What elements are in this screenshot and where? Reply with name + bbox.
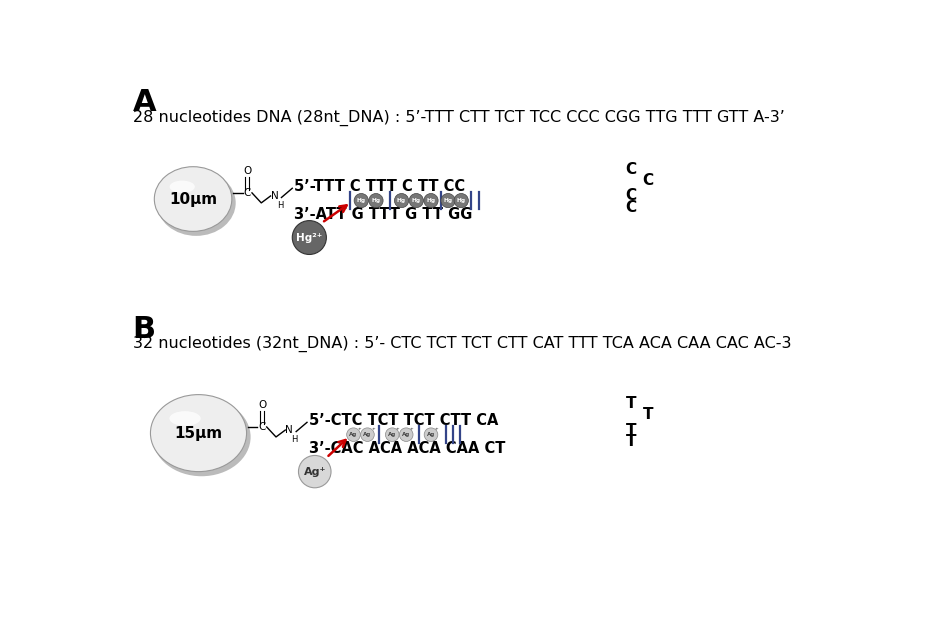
Text: T: T bbox=[625, 434, 636, 449]
Text: C: C bbox=[243, 188, 251, 198]
Text: +: + bbox=[365, 191, 369, 197]
Circle shape bbox=[441, 193, 455, 208]
Text: N: N bbox=[271, 191, 278, 201]
Text: Hg²⁺: Hg²⁺ bbox=[296, 233, 322, 243]
Ellipse shape bbox=[169, 411, 200, 426]
Text: +: + bbox=[451, 191, 456, 197]
Text: 15μm: 15μm bbox=[174, 425, 223, 441]
Text: +: + bbox=[396, 427, 399, 430]
Text: 3’-ATT G TTT G TT GG: 3’-ATT G TTT G TT GG bbox=[294, 207, 472, 222]
Text: Ag: Ag bbox=[427, 432, 434, 437]
Text: 10μm: 10μm bbox=[168, 191, 217, 207]
Text: Ag: Ag bbox=[363, 432, 372, 437]
Text: +: + bbox=[357, 427, 360, 430]
Circle shape bbox=[409, 193, 423, 208]
Text: H: H bbox=[291, 435, 298, 444]
Text: 5’-TTT C TTT C TT CC: 5’-TTT C TTT C TT CC bbox=[294, 179, 464, 194]
Text: Hg: Hg bbox=[371, 198, 380, 203]
Text: Hg: Hg bbox=[426, 198, 435, 203]
Text: 28 nucleotides DNA (28nt_DNA) : 5’-TTT CTT TCT TCC CCC CGG TTG TTT GTT A-3’: 28 nucleotides DNA (28nt_DNA) : 5’-TTT C… bbox=[133, 110, 783, 126]
Circle shape bbox=[292, 221, 326, 255]
Text: Hg: Hg bbox=[443, 198, 452, 203]
Text: T: T bbox=[643, 407, 653, 422]
Ellipse shape bbox=[156, 170, 236, 236]
Text: C: C bbox=[258, 422, 266, 432]
Text: Hg: Hg bbox=[397, 198, 405, 203]
Text: C: C bbox=[625, 200, 636, 215]
Text: A: A bbox=[133, 88, 156, 117]
Text: 3’-CAC ACA ACA CAA CT: 3’-CAC ACA ACA CAA CT bbox=[308, 441, 505, 456]
Circle shape bbox=[346, 428, 360, 441]
Text: C: C bbox=[625, 162, 636, 178]
Text: H: H bbox=[276, 200, 283, 210]
Circle shape bbox=[299, 456, 330, 488]
Text: +: + bbox=[419, 191, 424, 197]
Text: +: + bbox=[434, 191, 439, 197]
Text: +: + bbox=[379, 191, 384, 197]
Circle shape bbox=[369, 193, 383, 208]
Text: C: C bbox=[642, 173, 653, 188]
Circle shape bbox=[354, 193, 368, 208]
Ellipse shape bbox=[169, 181, 195, 193]
Circle shape bbox=[385, 428, 399, 441]
Text: O: O bbox=[257, 400, 266, 410]
Circle shape bbox=[360, 428, 373, 441]
Text: +: + bbox=[434, 427, 438, 430]
Ellipse shape bbox=[154, 167, 231, 231]
Text: C: C bbox=[625, 188, 636, 204]
Text: Ag: Ag bbox=[402, 432, 410, 437]
Text: O: O bbox=[243, 166, 251, 176]
Text: B: B bbox=[133, 315, 155, 344]
Text: T: T bbox=[625, 423, 636, 437]
Ellipse shape bbox=[153, 398, 250, 477]
Text: Hg: Hg bbox=[357, 198, 365, 203]
Text: Ag⁺: Ag⁺ bbox=[303, 466, 326, 477]
Text: +: + bbox=[410, 427, 413, 430]
Text: 32 nucleotides (32nt_DNA) : 5’- CTC TCT TCT CTT CAT TTT TCA ACA CAA CAC AC-3: 32 nucleotides (32nt_DNA) : 5’- CTC TCT … bbox=[133, 336, 790, 352]
Text: 5’-CTC TCT TCT CTT CA: 5’-CTC TCT TCT CTT CA bbox=[308, 413, 497, 428]
Text: +: + bbox=[371, 427, 374, 430]
Text: Ag: Ag bbox=[388, 432, 396, 437]
Text: T: T bbox=[625, 396, 636, 411]
Text: N: N bbox=[285, 425, 293, 435]
Circle shape bbox=[424, 428, 437, 441]
Circle shape bbox=[423, 193, 438, 208]
Text: Ag: Ag bbox=[349, 432, 358, 437]
Text: +: + bbox=[405, 191, 409, 197]
Text: Hg: Hg bbox=[411, 198, 420, 203]
Text: +: + bbox=[464, 191, 469, 197]
Text: Hg: Hg bbox=[456, 198, 465, 203]
Circle shape bbox=[394, 193, 408, 208]
Ellipse shape bbox=[151, 394, 246, 471]
Circle shape bbox=[399, 428, 413, 441]
Circle shape bbox=[454, 193, 468, 208]
